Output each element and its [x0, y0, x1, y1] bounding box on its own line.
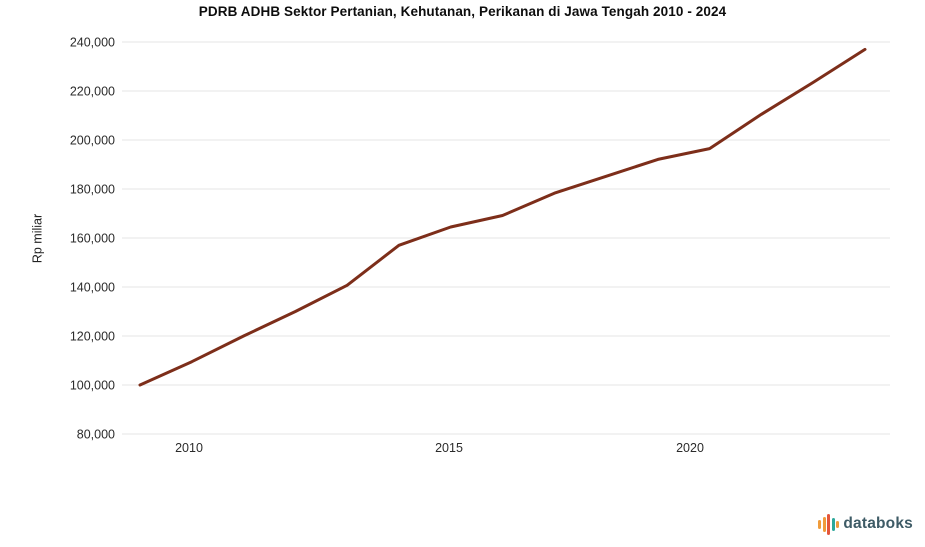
chart-title: PDRB ADHB Sektor Pertanian, Kehutanan, P… — [198, 4, 727, 19]
y-tick-label: 180,000 — [70, 183, 115, 197]
y-tick-label: 120,000 — [70, 330, 115, 344]
logo-bar — [836, 520, 840, 528]
databoks-logo[interactable]: databoks — [818, 513, 913, 535]
logo-bar — [827, 513, 831, 535]
y-tick-label: 100,000 — [70, 379, 115, 393]
databoks-icon — [818, 513, 840, 535]
y-tick-label: 220,000 — [70, 85, 115, 99]
y-tick-label: 240,000 — [70, 36, 115, 50]
y-tick-label: 160,000 — [70, 232, 115, 246]
databoks-wordmark: databoks — [843, 515, 913, 532]
x-tick-label: 2020 — [676, 441, 704, 455]
data-line — [138, 47, 867, 387]
x-tick-label: 2010 — [175, 441, 203, 455]
x-tick-label: 2015 — [435, 441, 463, 455]
y-tick-label: 140,000 — [70, 281, 115, 295]
y-tick-label: 80,000 — [77, 428, 115, 442]
y-tick-label: 200,000 — [70, 134, 115, 148]
logo-bar — [822, 516, 826, 532]
logo-bar — [818, 519, 822, 529]
logo-bar — [831, 517, 835, 531]
